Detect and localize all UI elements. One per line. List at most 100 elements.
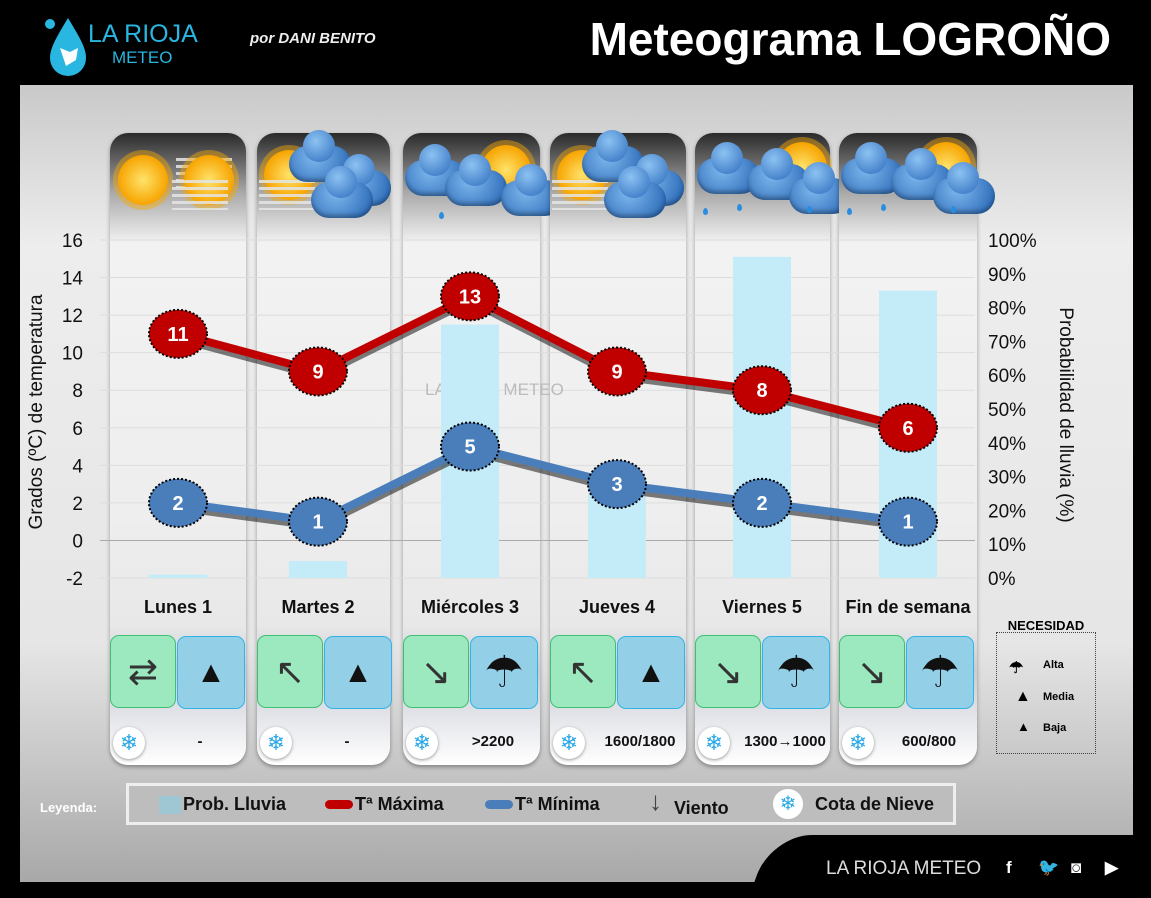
y-tick-right: 30% [988,468,1026,489]
snowflake-icon: ❄ [773,789,803,819]
weather-icon-sun-fog-clouds [259,130,402,220]
y-axis-label-left: Grados (ºC) de temperatura [26,294,47,529]
wind-NO-icon: ↘ [403,635,469,708]
wind-SE-icon: ↖ [257,635,323,708]
data-label: 6 [902,418,913,440]
raindrop-icon [807,206,812,213]
snow-level: 600/800 [901,733,957,750]
y-tick-right: 50% [988,400,1026,421]
snow-level: 1300→1000 [744,733,826,750]
data-label: 13 [459,286,481,308]
y-tick-left: 4 [72,456,83,477]
cloud-icon [747,148,809,200]
min-temp-point [732,477,792,528]
y-tick-left: 14 [62,269,84,290]
wind-NO-icon: ↘ [695,635,761,708]
necesidad-title: NECESIDAD [1007,618,1085,633]
y-tick-right: 90% [988,265,1026,286]
y-tick-right: 0% [988,569,1016,590]
sun-icon [118,155,168,205]
raindrop-icon [951,206,956,213]
data-label: 2 [172,493,183,515]
cloud-icon [933,162,995,214]
legend-label: Leyenda: [40,800,98,815]
legend-rain: Prob. Lluvia [183,794,287,814]
data-label: 9 [611,361,622,383]
youtube-icon[interactable]: ▶ [1105,858,1119,877]
umbrella-closed-icon: ▲ [1015,688,1031,705]
umbrella-open-icon: ☂ [762,636,830,709]
umbrella-open-icon: ☂ [470,636,538,709]
rain-bar [733,256,791,578]
snowflake-icon: ❄ [698,727,730,759]
wind-variable-icon: ⇄ [110,635,176,708]
data-label: 3 [611,474,622,496]
y-tick-left: 12 [62,306,83,327]
fog-icon [172,180,228,210]
legend-max: Tª Máxima [355,794,444,814]
y-tick-left: 16 [62,231,83,252]
fog-icon [552,180,608,210]
day-label: Martes 2 [281,597,355,617]
snow-level: - [344,733,350,750]
day-label: Fin de semana [845,597,971,617]
raindrop-icon [847,208,852,215]
y-axis-label-right: Probabilidad de lluvia (%) [1055,307,1076,522]
weather-icon-clouds-sun-rain [697,140,851,220]
necesidad-baja: Baja [1043,722,1067,734]
umbrella-closed-icon: ▲ [617,636,685,709]
data-label: 9 [312,361,323,383]
y-tick-left: 0 [72,531,83,552]
logo-drop-icon [45,18,86,76]
umbrella-open-icon: ☂ [906,636,974,709]
weather-icon-clouds-sun-rain [841,140,995,220]
cloud-icon [445,154,507,206]
snowflake-icon: ❄ [113,727,145,759]
y-tick-right: 20% [988,501,1026,522]
footer-brand: LA RIOJA METEO [826,858,982,879]
necesidad-media: Media [1043,691,1075,703]
y-tick-right: 80% [988,299,1026,320]
necesidad-alta: Alta [1043,659,1064,671]
snowflake-icon: ❄ [406,727,438,759]
fog-icon [259,180,315,210]
max-temp-point [288,346,348,397]
weather-icon-sun-fog [112,140,258,220]
data-label: 5 [464,437,475,459]
cloud-icon [604,166,666,218]
min-temp-line [177,442,909,526]
raindrop-icon [703,208,708,215]
data-label: 2 [756,493,767,515]
weather-icon-sun-fog-clouds [552,130,698,220]
instagram-icon[interactable]: ◙ [1071,858,1082,877]
min-temp-point [587,459,647,510]
snowflake-icon: ❄ [842,727,874,759]
y-tick-right: 40% [988,434,1026,455]
snowflake-icon: ❄ [553,727,585,759]
logo-brand: LA RIOJA [88,20,198,48]
max-temp-point [878,402,938,453]
umbrella-open-icon: ☂ [1009,660,1024,677]
min-temp-point [440,421,500,472]
y-tick-right: 100% [988,231,1037,252]
day-label: Lunes 1 [143,597,213,617]
min-temp-point [878,496,938,547]
y-tick-left: -2 [66,569,83,590]
day-label: Viernes 5 [722,597,802,617]
legend-wind: Viento [674,798,729,818]
cloud-icon [311,166,373,218]
legend-min: Tª Mínima [515,794,600,814]
snowflake-icon: ❄ [260,727,292,759]
y-tick-right: 60% [988,366,1026,387]
min-temp-point [288,496,348,547]
facebook-icon[interactable]: f [1006,858,1012,877]
raindrop-icon [439,212,444,219]
max-temp-point [732,365,792,416]
rain-bar [149,574,207,578]
max-temp-point [440,271,500,322]
data-label: 1 [312,512,323,534]
twitter-icon[interactable]: 🐦 [1038,858,1060,877]
raindrop-icon [881,204,886,211]
logo-brand-sub: METEO [112,48,173,67]
snow-level: - [197,733,203,750]
